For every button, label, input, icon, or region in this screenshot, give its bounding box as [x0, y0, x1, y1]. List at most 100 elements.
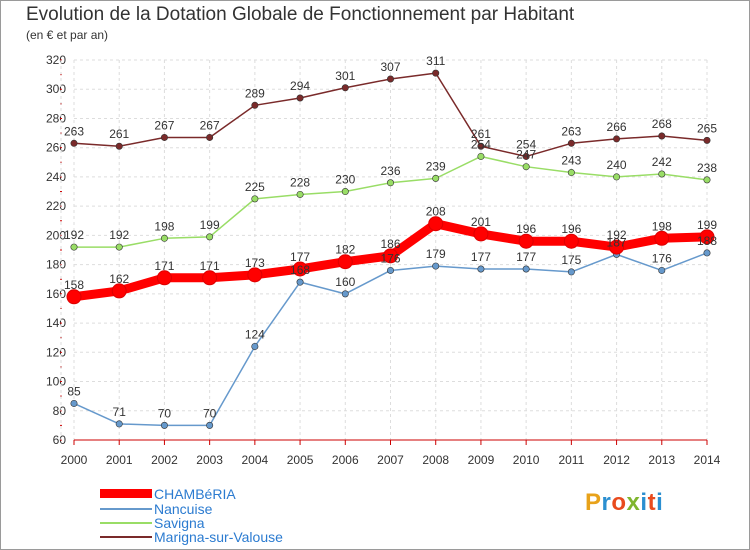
data-point [70, 399, 78, 407]
data-point [522, 265, 530, 273]
data-point [609, 239, 625, 255]
data-label: 179 [426, 247, 446, 261]
logo-letter: x [626, 489, 641, 516]
data-label: 124 [245, 327, 265, 341]
logo-letter: r [601, 489, 612, 516]
x-tick-label: 2002 [151, 453, 178, 467]
y-tick-label: 180 [46, 258, 66, 272]
legend-label: CHAMBéRIA [154, 486, 236, 502]
data-label: 263 [64, 124, 84, 138]
data-point [341, 84, 349, 92]
data-point [247, 267, 263, 283]
y-tick-label: 260 [46, 141, 66, 155]
data-label: 236 [380, 164, 400, 178]
data-point [70, 139, 78, 147]
data-point [292, 261, 308, 277]
data-label: 265 [697, 121, 717, 135]
data-label: 171 [200, 259, 220, 273]
data-label: 294 [290, 79, 310, 93]
data-point [654, 230, 670, 246]
data-label: 311 [426, 54, 445, 68]
data-label: 162 [109, 272, 129, 286]
data-label: 240 [607, 158, 627, 172]
data-point [428, 216, 444, 232]
data-label: 199 [697, 218, 717, 232]
data-point [563, 233, 579, 249]
data-point [703, 249, 711, 257]
axes: 6080100120140160180200220240260280300320… [46, 53, 721, 467]
data-point [567, 139, 575, 147]
series-chamb-ria [66, 216, 715, 305]
data-point [386, 179, 394, 187]
legend-swatch [100, 536, 152, 538]
data-point [658, 266, 666, 274]
data-point [115, 420, 123, 428]
data-label: 230 [335, 173, 355, 187]
data-label: 196 [561, 222, 581, 236]
data-point [296, 278, 304, 286]
data-label: 175 [561, 253, 581, 267]
data-label: 186 [380, 237, 400, 251]
logo-letter: P [585, 489, 602, 516]
data-label: 176 [652, 251, 672, 265]
y-tick-label: 140 [46, 316, 66, 330]
data-label: 199 [200, 218, 220, 232]
x-tick-label: 2012 [603, 453, 630, 467]
data-point [567, 169, 575, 177]
data-point [613, 173, 621, 181]
data-label: 238 [697, 161, 717, 175]
data-label: 289 [245, 86, 265, 100]
chart-subtitle: (en € et par an) [26, 28, 109, 42]
data-label: 266 [607, 120, 627, 134]
data-label: 261 [471, 127, 491, 141]
data-point [567, 268, 575, 276]
data-point [66, 289, 82, 305]
data-point [386, 266, 394, 274]
y-tick-label: 200 [46, 228, 66, 242]
data-label: 187 [607, 235, 627, 249]
legend-swatch [100, 522, 152, 524]
data-point [156, 270, 172, 286]
data-point [432, 69, 440, 77]
x-tick-label: 2007 [377, 453, 404, 467]
data-label: 254 [471, 137, 491, 151]
data-point [70, 243, 78, 251]
data-point [251, 342, 259, 350]
data-point [386, 75, 394, 83]
data-label: 247 [516, 148, 536, 162]
data-point [473, 226, 489, 242]
logo-letter: i [640, 489, 648, 516]
data-label: 267 [200, 118, 220, 132]
data-point [115, 243, 123, 251]
x-tick-label: 2009 [468, 453, 495, 467]
logo-letter: i [656, 489, 664, 516]
data-point [658, 132, 666, 140]
data-label: 268 [652, 117, 672, 131]
x-tick-label: 2004 [242, 453, 269, 467]
data-point [206, 421, 214, 429]
data-label: 177 [516, 250, 536, 264]
logo-letter: t [647, 489, 657, 516]
data-point [296, 190, 304, 198]
data-label: 192 [64, 228, 84, 242]
data-point [341, 188, 349, 196]
legend-label: Savigna [154, 515, 205, 531]
data-label: 70 [158, 406, 172, 420]
legend-swatch [100, 489, 152, 498]
y-tick-label: 80 [53, 404, 67, 418]
series-lines [66, 69, 715, 429]
data-point [111, 283, 127, 299]
data-point [202, 270, 218, 286]
data-point [477, 142, 485, 150]
data-label: 243 [561, 154, 581, 168]
data-point [206, 133, 214, 141]
x-tick-label: 2014 [694, 453, 721, 467]
data-label: 301 [335, 69, 355, 83]
data-label: 158 [64, 278, 84, 292]
data-label: 177 [290, 250, 310, 264]
data-label: 160 [335, 275, 355, 289]
data-label: 176 [380, 251, 400, 265]
chart-title: Evolution de la Dotation Globale de Fonc… [26, 4, 575, 25]
